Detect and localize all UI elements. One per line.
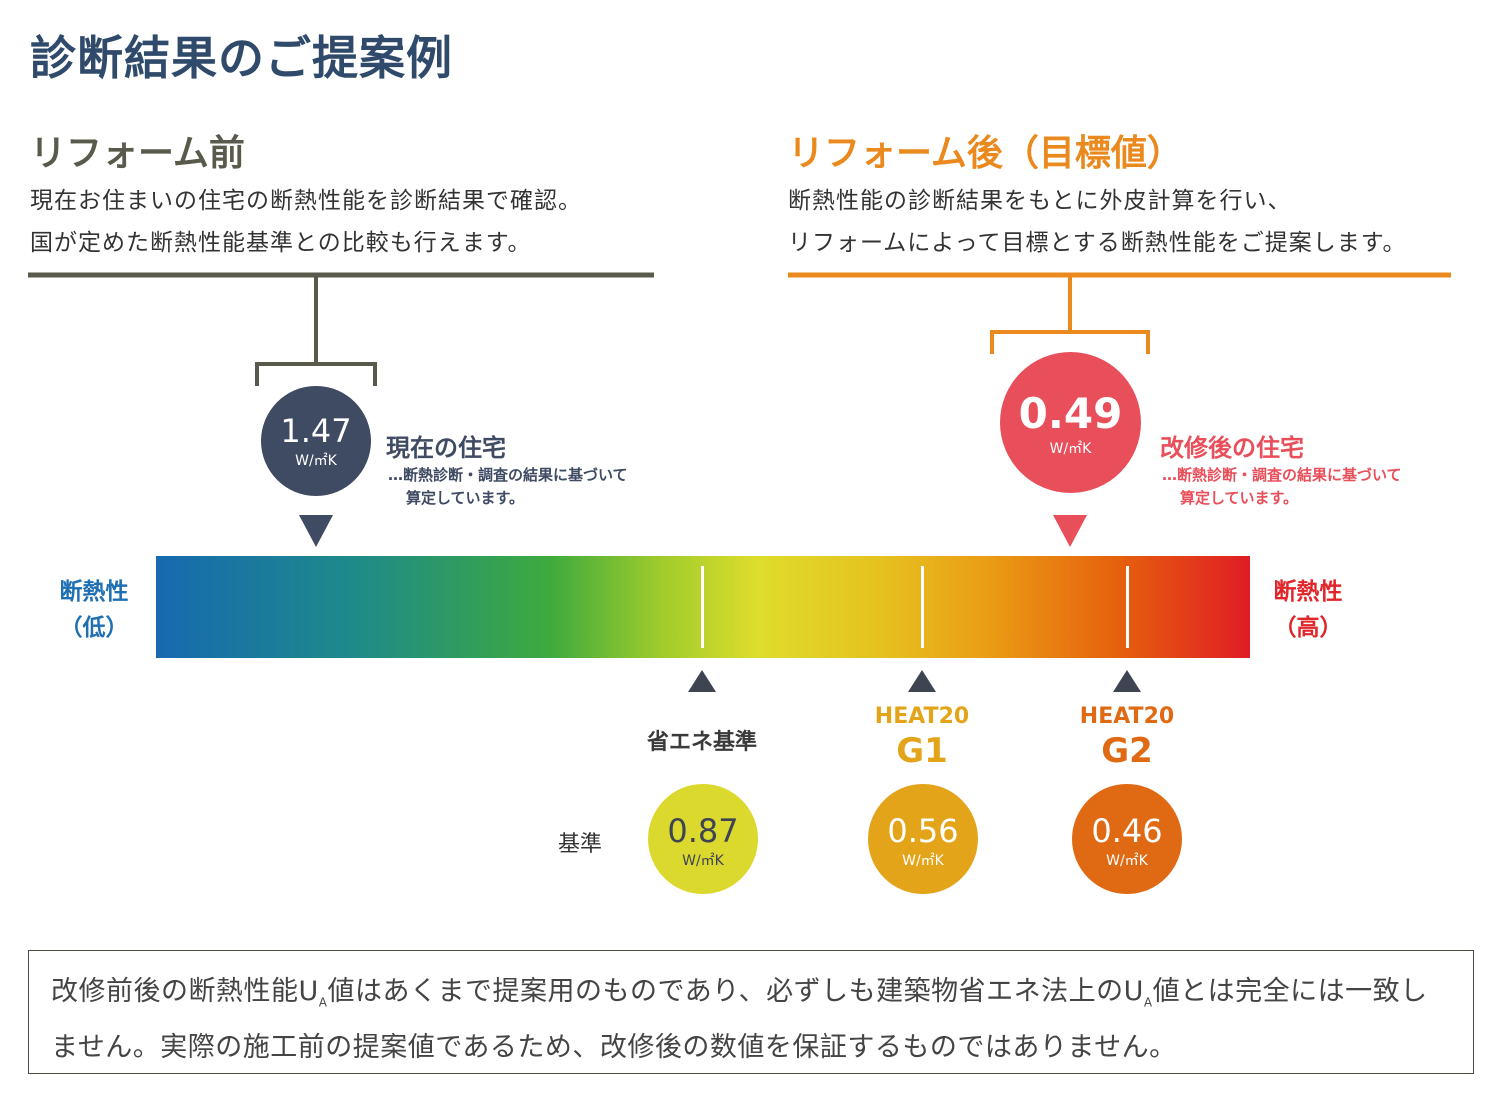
scale-low-label: 断熱性 （低） [44,574,144,646]
benchmark-shoene-circle: 0.87 W/㎡K [648,784,758,894]
after-description: 断熱性能の診断結果をもとに外皮計算を行い、 リフォームによって目標とする断熱性能… [788,180,1406,264]
insulation-gradient-bar [156,556,1250,658]
benchmark-g2-name1: HEAT20 [1079,704,1175,729]
scale-low-line2: （低） [59,615,129,641]
benchmark-g2-marker-icon [1113,670,1141,692]
before-desc-line2: 国が定めた断熱性能基準との比較も行えます。 [30,230,532,256]
benchmark-g2-circle: 0.46 W/㎡K [1072,784,1182,894]
benchmark-line-shoene [701,566,704,648]
scale-high-line2: （高） [1273,615,1343,641]
benchmark-g2-name: HEAT20 G2 [1047,704,1207,773]
after-heading: リフォーム後（目標値） [788,133,1183,174]
benchmark-g1-name: HEAT20 G1 [842,704,1002,773]
after-pointer-icon [1053,515,1087,547]
benchmark-line-g1 [921,566,924,648]
benchmark-g2-unit: W/㎡K [1106,853,1148,869]
after-note-line1: …断熱診断・調査の結果に基づいて [1162,466,1402,484]
before-note-line1: …断熱診断・調査の結果に基づいて [388,466,628,484]
before-description: 現在お住まいの住宅の断熱性能を診断結果で確認。 国が定めた断熱性能基準との比較も… [30,180,582,264]
scale-high-label: 断熱性 （高） [1258,574,1358,646]
disclaimer-note: 改修前後の断熱性能UA値はあくまで提案用のものであり、必ずしも建築物省エネ法上の… [28,950,1474,1074]
benchmark-g1-unit: W/㎡K [902,853,944,869]
after-value: 0.49 [1018,389,1123,438]
bracket-connectors [28,272,1451,386]
before-heading: リフォーム前 [30,133,245,174]
page-title: 診断結果のご提案例 [30,31,453,85]
benchmark-shoene-value: 0.87 [667,812,739,850]
before-bracket [28,272,654,386]
before-pointer-icon [299,515,333,547]
benchmark-g1-name1: HEAT20 [874,704,970,729]
after-value-circle: 0.49 W/㎡K [1000,352,1141,493]
before-value: 1.47 [280,412,352,450]
benchmark-row-label: 基準 [558,832,603,857]
note-part2: 値はあくまで提案用のものであり、必ずしも建築物省エネ法上のU [327,976,1144,1007]
benchmark-g1-marker-icon [908,670,936,692]
scale-high-line1: 断熱性 [1273,579,1343,605]
before-unit: W/㎡K [295,453,337,469]
benchmark-shoene-marker-icon [688,670,716,692]
benchmark-shoene-unit: W/㎡K [682,853,724,869]
after-unit: W/㎡K [1049,441,1092,457]
benchmark-g1-name2: G1 [896,731,948,771]
before-note-line2: 算定しています。 [406,489,525,507]
before-house-note: …断熱診断・調査の結果に基づいて 算定しています。 [388,464,628,510]
before-desc-line1: 現在お住まいの住宅の断熱性能を診断結果で確認。 [30,188,582,214]
after-desc-line2: リフォームによって目標とする断熱性能をご提案します。 [788,230,1407,256]
benchmark-g1-circle: 0.56 W/㎡K [868,784,978,894]
note-part3: 値とは完全には一致しません。実際の施工前の提案値であるため、改修後の数値を保証す… [51,976,1428,1064]
after-house-label: 改修後の住宅 [1160,434,1304,462]
scale-low-line1: 断熱性 [59,579,129,605]
note-subscript-a2: A [1143,995,1153,1010]
after-bracket [788,272,1451,354]
note-part1: 改修前後の断熱性能U [51,976,319,1007]
after-note-line2: 算定しています。 [1180,489,1299,507]
note-subscript-a1: A [318,995,328,1010]
after-house-note: …断熱診断・調査の結果に基づいて 算定しています。 [1162,464,1402,510]
benchmark-line-g2 [1126,566,1129,648]
benchmark-shoene-name: 省エネ基準 [646,730,757,755]
benchmark-g2-value: 0.46 [1091,812,1163,850]
benchmark-g1-value: 0.56 [887,812,959,850]
before-value-circle: 1.47 W/㎡K [261,386,371,496]
benchmark-g2-name2: G2 [1101,731,1153,771]
after-desc-line1: 断熱性能の診断結果をもとに外皮計算を行い、 [788,188,1292,214]
before-house-label: 現在の住宅 [386,434,506,462]
